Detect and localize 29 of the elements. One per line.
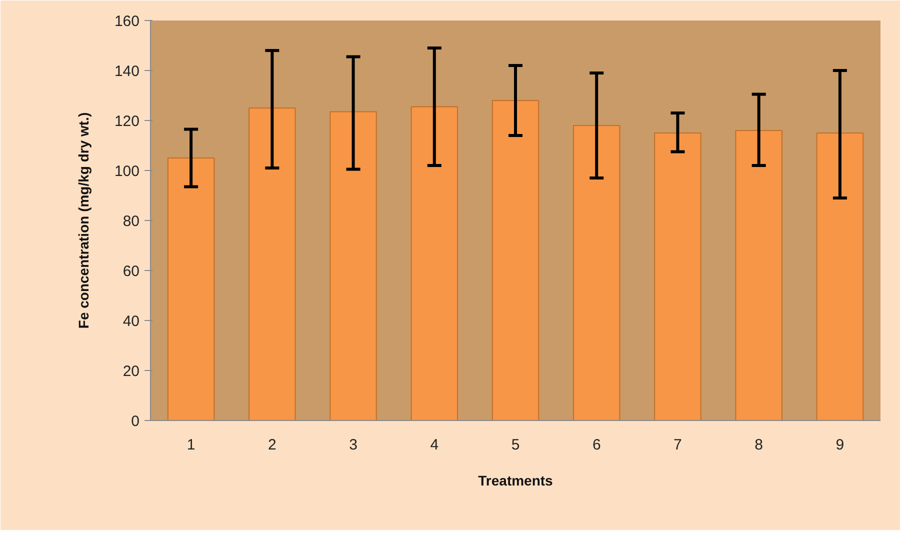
x-tick-label: 4 [430, 436, 439, 454]
x-tick-label: 9 [836, 436, 844, 454]
x-tick-label: 1 [186, 436, 196, 454]
bar [167, 158, 215, 420]
bar [572, 125, 620, 420]
y-tick-label: 40 [122, 313, 140, 330]
y-tick-label: 20 [122, 363, 140, 380]
y-tick-label: 100 [114, 163, 140, 180]
y-tick-label: 0 [131, 413, 140, 430]
x-tick-label: 6 [592, 436, 601, 454]
y-tick-label: 60 [122, 263, 140, 280]
y-tick-label: 120 [114, 113, 140, 130]
x-tick-label: 5 [511, 436, 520, 454]
y-axis-title: Fe concentration (mg/kg dry wt.) [75, 112, 92, 329]
bar [492, 100, 540, 420]
x-axis-title: Treatments [478, 472, 554, 488]
bar [654, 132, 702, 420]
y-tick-label: 140 [114, 63, 140, 80]
bar [410, 106, 458, 420]
x-tick-label: 3 [349, 436, 358, 454]
x-tick-label: 8 [754, 436, 764, 454]
bar [330, 111, 377, 420]
y-tick-label: 80 [122, 213, 140, 230]
y-tick-label: 160 [114, 13, 140, 30]
x-tick-label: 2 [268, 436, 276, 454]
bar [248, 108, 296, 420]
bar [735, 130, 782, 420]
x-tick-label: 7 [674, 436, 682, 454]
bar [816, 132, 864, 420]
